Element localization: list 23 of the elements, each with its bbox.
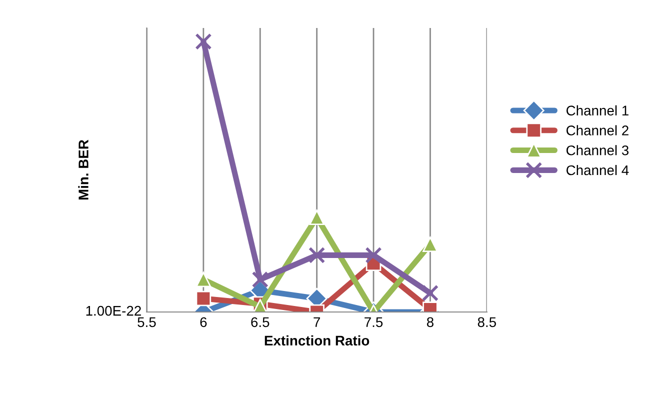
x-tick-label: 6 [200,317,207,328]
x-tick-label: 7.5 [364,317,383,328]
point [422,236,438,252]
text: 1.00E-22 [86,306,141,316]
point [196,290,212,306]
legend-label: Channel 2 [566,125,628,136]
point [365,246,382,264]
legend-label: Channel 3 [566,145,629,156]
x-axis-title: Extinction Ratio [264,335,370,346]
x-tick-label: 7 [314,317,320,327]
point [309,210,324,225]
x-tick-label: 5.5 [138,317,156,328]
point [252,271,268,288]
legend-label: Channel 1 [566,105,628,116]
legend-label: Channel 4 [566,164,629,176]
x-tick-label: 6.5 [251,317,270,328]
x-tick-label: 8 [426,317,434,328]
point [196,272,212,288]
x-tick-label: 8.5 [478,317,496,328]
point [195,33,212,50]
point [308,246,326,264]
point [422,284,439,302]
y-axis-title: Min. BER [78,140,88,200]
